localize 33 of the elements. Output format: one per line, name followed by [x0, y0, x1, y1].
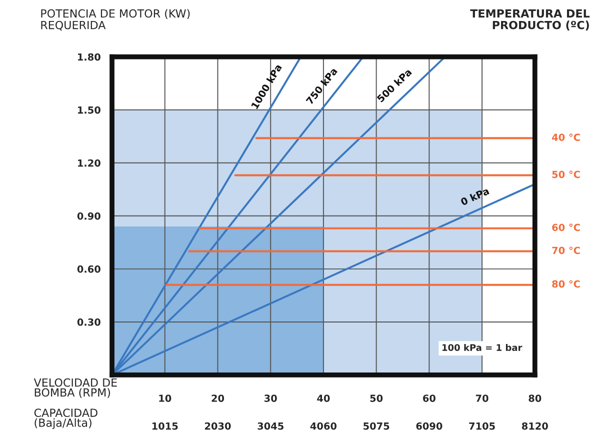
x2-axis-title: CAPACIDAD (Baja/Alta) [34, 408, 98, 430]
y-tick-label: 1.80 [78, 53, 100, 61]
x2-tick-label: 7105 [469, 422, 495, 430]
x-tick-label: 10 [159, 394, 172, 402]
x-tick-label: 30 [264, 394, 277, 402]
y-tick-label: 0.60 [77, 265, 100, 273]
series-label: 50 °C [552, 170, 580, 178]
x2-tick-label: 6090 [416, 422, 442, 430]
series-label: 60 °C [552, 224, 580, 232]
text: 0 kPa [460, 187, 490, 206]
series-label: 70 °C [552, 246, 580, 254]
series-label: 40 °C [552, 134, 580, 141]
y-tick-label: 0.90 [77, 212, 100, 220]
x2-tick-label: 3045 [258, 422, 284, 430]
y-tick-label: 0.30 [77, 318, 100, 326]
x-tick-label: 80 [528, 394, 542, 402]
annotation: 100 kPa = 1 bar [442, 344, 522, 351]
x2-tick-label: 8120 [522, 422, 548, 430]
y-axis-title: POTENCIA DE MOTOR (KW) REQUERIDA [41, 9, 190, 31]
x2-tick-label: 4060 [310, 422, 337, 430]
x2-tick-label: 5075 [364, 422, 390, 430]
x2-tick-label: 1015 [152, 422, 178, 430]
y-tick-label: 1.20 [78, 159, 100, 167]
x2-tick-label: 2030 [204, 422, 231, 430]
x-tick-label: 60 [423, 394, 436, 402]
x-axis-title: VELOCIDAD DE BOMBA (RPM) [34, 378, 117, 398]
y-tick-label: 1.50 [78, 106, 100, 114]
series-label: 80 °C [552, 280, 580, 288]
x-tick-label: 20 [212, 394, 224, 402]
x-tick-label: 50 [370, 394, 383, 402]
y2-axis-title: TEMPERATURA DEL PRODUCTO (ºC) [470, 9, 590, 31]
x-tick-label: 70 [476, 394, 488, 402]
x-tick-label: 40 [317, 394, 330, 402]
